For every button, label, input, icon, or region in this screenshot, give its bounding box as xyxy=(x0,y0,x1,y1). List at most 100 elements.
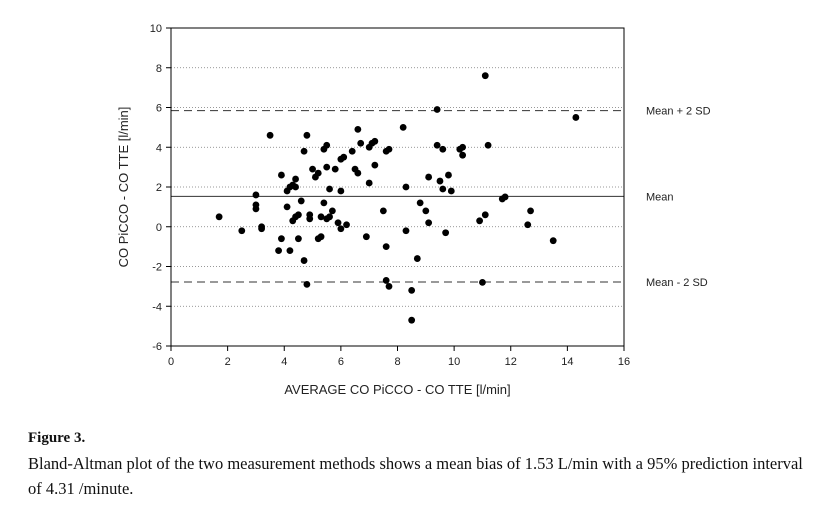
data-point xyxy=(300,257,308,264)
data-point xyxy=(292,183,299,191)
data-point xyxy=(258,225,265,233)
data-point xyxy=(527,207,534,215)
x-tick-label: 2 xyxy=(225,356,231,368)
tick-layer: -6 -4 -2 0 2 4 6 8 10 0 2 4 6 8 10 12 14 16 xyxy=(150,23,630,368)
x-tick-label: 12 xyxy=(505,356,517,368)
y-tick-label: 4 xyxy=(156,142,162,154)
data-point xyxy=(357,139,365,147)
y-tick-label: 6 xyxy=(156,103,162,115)
data-point xyxy=(309,165,316,173)
data-point xyxy=(354,169,362,177)
data-point xyxy=(433,106,441,113)
data-point xyxy=(425,219,433,227)
data-point xyxy=(459,143,467,151)
data-point xyxy=(317,233,325,241)
x-tick-label: 6 xyxy=(338,356,344,368)
data-point xyxy=(439,185,447,193)
data-point xyxy=(328,207,336,215)
reference-lines: Mean + 2 SD Mean Mean - 2 SD xyxy=(171,106,711,289)
data-point xyxy=(340,153,348,161)
y-tick-label: -2 xyxy=(152,262,162,274)
data-point xyxy=(479,279,486,286)
y-tick-label: 8 xyxy=(156,63,162,75)
data-point xyxy=(399,123,407,131)
y-tick-label: 0 xyxy=(156,222,162,234)
data-point xyxy=(425,173,433,181)
data-point xyxy=(334,219,342,227)
data-point xyxy=(331,165,339,173)
data-point xyxy=(408,286,416,294)
data-point xyxy=(348,147,356,155)
x-axis-title: AVERAGE CO PiCCO - CO TTE [l/min] xyxy=(284,382,510,397)
data-point xyxy=(266,131,274,139)
data-point xyxy=(297,197,305,205)
figure-caption: Figure 3. Bland-Altman plot of the two m… xyxy=(28,430,808,501)
data-point xyxy=(549,237,557,245)
data-point xyxy=(501,193,509,201)
reference-line-label: Mean - 2 SD xyxy=(646,277,708,289)
data-point xyxy=(379,207,387,215)
data-point xyxy=(238,227,246,235)
data-point xyxy=(317,213,325,221)
data-point xyxy=(323,163,331,171)
data-point xyxy=(320,199,328,207)
chart-svg: Mean + 2 SD Mean Mean - 2 SD -6 -4 -2 0 2 4 6 8 10… xyxy=(116,23,711,397)
bland-altman-chart: Mean + 2 SD Mean Mean - 2 SD -6 -4 -2 0 2 4 6 8 10… xyxy=(116,23,711,397)
data-point xyxy=(337,187,345,195)
data-point xyxy=(382,243,390,251)
y-tick-label: 2 xyxy=(156,182,162,194)
y-tick-label: -4 xyxy=(152,301,162,313)
data-point xyxy=(385,282,393,290)
data-point xyxy=(476,217,484,225)
caption-title: Figure 3. xyxy=(28,430,86,446)
data-point xyxy=(283,203,291,211)
data-point xyxy=(447,187,455,195)
data-point xyxy=(326,185,333,193)
data-point xyxy=(422,207,430,215)
data-point xyxy=(481,72,489,80)
data-point xyxy=(433,141,441,149)
data-point xyxy=(524,221,532,229)
data-point xyxy=(413,255,421,262)
y-tick-label: 10 xyxy=(150,23,162,35)
data-point xyxy=(371,161,379,169)
data-point xyxy=(215,213,223,221)
data-point xyxy=(445,171,452,179)
reference-line-label: Mean + 2 SD xyxy=(646,106,711,118)
data-point xyxy=(286,247,294,255)
data-point xyxy=(481,211,489,219)
data-point xyxy=(416,199,424,207)
x-tick-label: 14 xyxy=(561,356,573,368)
y-tick-label: -6 xyxy=(152,341,162,353)
data-point xyxy=(354,125,362,133)
data-point xyxy=(439,145,447,153)
data-point xyxy=(252,191,260,199)
data-point xyxy=(402,183,410,191)
data-point xyxy=(278,235,285,243)
data-point xyxy=(362,233,370,241)
x-tick-label: 16 xyxy=(618,356,630,368)
data-point xyxy=(314,169,322,177)
data-point xyxy=(343,221,350,229)
data-point xyxy=(484,141,492,149)
x-tick-label: 0 xyxy=(168,356,174,368)
data-point xyxy=(382,277,390,284)
data-point xyxy=(295,211,302,219)
x-tick-label: 8 xyxy=(394,356,400,368)
data-point xyxy=(303,131,311,139)
reference-line-label: Mean xyxy=(646,191,674,203)
data-point xyxy=(365,179,373,187)
caption-body: Bland-Altman plot of the two measurement… xyxy=(28,454,803,498)
y-axis-title: CO PiCCO - CO TTE [l/min] xyxy=(116,107,131,268)
data-point xyxy=(402,227,410,235)
data-point xyxy=(303,280,311,288)
data-point xyxy=(326,213,333,221)
data-point xyxy=(323,141,331,149)
data-point xyxy=(385,145,393,153)
data-point xyxy=(252,205,260,213)
data-point xyxy=(572,114,580,121)
data-point xyxy=(442,229,450,237)
grid-layer xyxy=(171,67,624,307)
plot-frame xyxy=(170,27,625,347)
data-point xyxy=(295,235,302,243)
